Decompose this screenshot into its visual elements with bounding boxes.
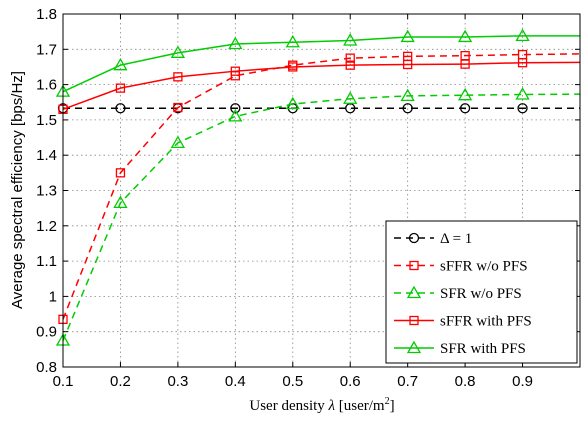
y-tick-label: 1.8	[36, 6, 57, 23]
data-point	[173, 72, 183, 82]
data-point	[113, 57, 128, 71]
data-point	[230, 66, 240, 76]
legend-item: sFFR w/o PFS	[394, 259, 528, 275]
legend-marker	[406, 285, 422, 299]
x-axis-label-prefix: User density	[249, 398, 328, 414]
series-2	[55, 87, 581, 346]
data-point	[228, 36, 243, 50]
data-point	[515, 28, 530, 42]
data-point	[173, 102, 183, 113]
series-line	[62, 35, 580, 93]
series-line	[62, 93, 581, 341]
data-point	[113, 195, 128, 209]
x-tick-label: 0.9	[512, 373, 533, 390]
data-point	[170, 45, 186, 58]
data-point	[517, 103, 528, 114]
data-point	[345, 53, 355, 63]
data-point	[170, 135, 186, 148]
legend-label: sFFR with PFS	[440, 314, 532, 330]
y-tick-label: 1	[49, 288, 57, 305]
y-tick-label: 1.6	[36, 77, 57, 94]
data-point	[115, 168, 126, 178]
data-point	[228, 109, 243, 122]
data-point	[400, 29, 415, 43]
y-tick-label: 1.3	[36, 183, 57, 200]
series-layer	[55, 28, 581, 346]
data-point	[515, 87, 530, 100]
legend-label: SFR w/o PFS	[440, 286, 522, 302]
y-tick-label: 1.5	[36, 112, 57, 129]
x-axis-label-lambda: λ	[328, 398, 336, 414]
data-point	[460, 59, 470, 69]
legend-label: SFR with PFS	[440, 341, 526, 357]
x-tick-label: 0.1	[53, 373, 74, 390]
data-point	[343, 91, 358, 104]
data-point	[230, 103, 241, 114]
x-tick-label: 0.4	[225, 373, 246, 390]
y-tick-label: 1.1	[36, 253, 57, 270]
data-point	[115, 103, 126, 114]
legend-marker	[409, 260, 419, 271]
data-point	[517, 58, 528, 68]
data-point	[403, 59, 413, 70]
legend-marker	[406, 340, 422, 354]
x-tick-label: 0.6	[340, 373, 361, 390]
x-axis-label-close: ]	[390, 398, 395, 414]
legend-item: SFR w/o PFS	[394, 285, 522, 302]
ticks-layer: 0.1 0.2 0.3 0.4 0.5 0.6 0.7 0.8 0.9 0.8 0.9 1 1.1 1.2…	[36, 6, 580, 390]
legend-label: sFFR w/o PFS	[440, 259, 528, 275]
y-tick-label: 1.7	[36, 41, 57, 58]
grid	[63, 14, 580, 367]
x-tick-label: 0.7	[397, 373, 418, 390]
data-point	[288, 62, 298, 72]
x-axis-label-superscript: 2	[385, 396, 390, 407]
y-axis-label: Average spectral efficiency [bps/Hz]	[9, 71, 26, 309]
x-tick-label: 0.8	[455, 373, 476, 390]
series-3	[58, 58, 581, 114]
data-point	[457, 87, 473, 101]
data-point	[115, 83, 126, 93]
data-point	[285, 96, 300, 110]
legend-box	[385, 220, 578, 364]
x-tick-label: 0.5	[282, 373, 303, 390]
legend-marker	[408, 232, 420, 244]
data-point	[459, 103, 471, 114]
x-tick-label: 0.3	[167, 373, 188, 390]
x-axis-label: User density λ [user/m2]	[249, 396, 394, 414]
legend-marker	[409, 315, 419, 326]
legend-item: Δ = 1	[394, 231, 472, 247]
y-tick-label: 0.8	[36, 359, 57, 376]
legend-item: SFR with PFS	[394, 340, 526, 357]
data-point	[400, 88, 415, 102]
y-tick-label: 1.2	[36, 218, 57, 235]
legend-item: sFFR with PFS	[394, 314, 532, 330]
data-point	[402, 103, 413, 114]
data-point	[343, 33, 358, 46]
x-axis-label-unit: [user/m	[335, 398, 385, 414]
y-tick-label: 1.4	[36, 147, 57, 164]
series-line	[62, 53, 581, 320]
data-point	[285, 34, 300, 48]
legend: Δ = 1 sFFR w/o PFS SFR w/o PFS sFFR with PF…	[385, 220, 578, 364]
series-line	[62, 61, 581, 111]
x-tick-label: 0.2	[110, 373, 131, 390]
data-point	[345, 60, 355, 70]
data-point	[457, 29, 473, 43]
legend-label: Δ = 1	[440, 231, 472, 247]
y-tick-label: 0.9	[36, 324, 57, 341]
